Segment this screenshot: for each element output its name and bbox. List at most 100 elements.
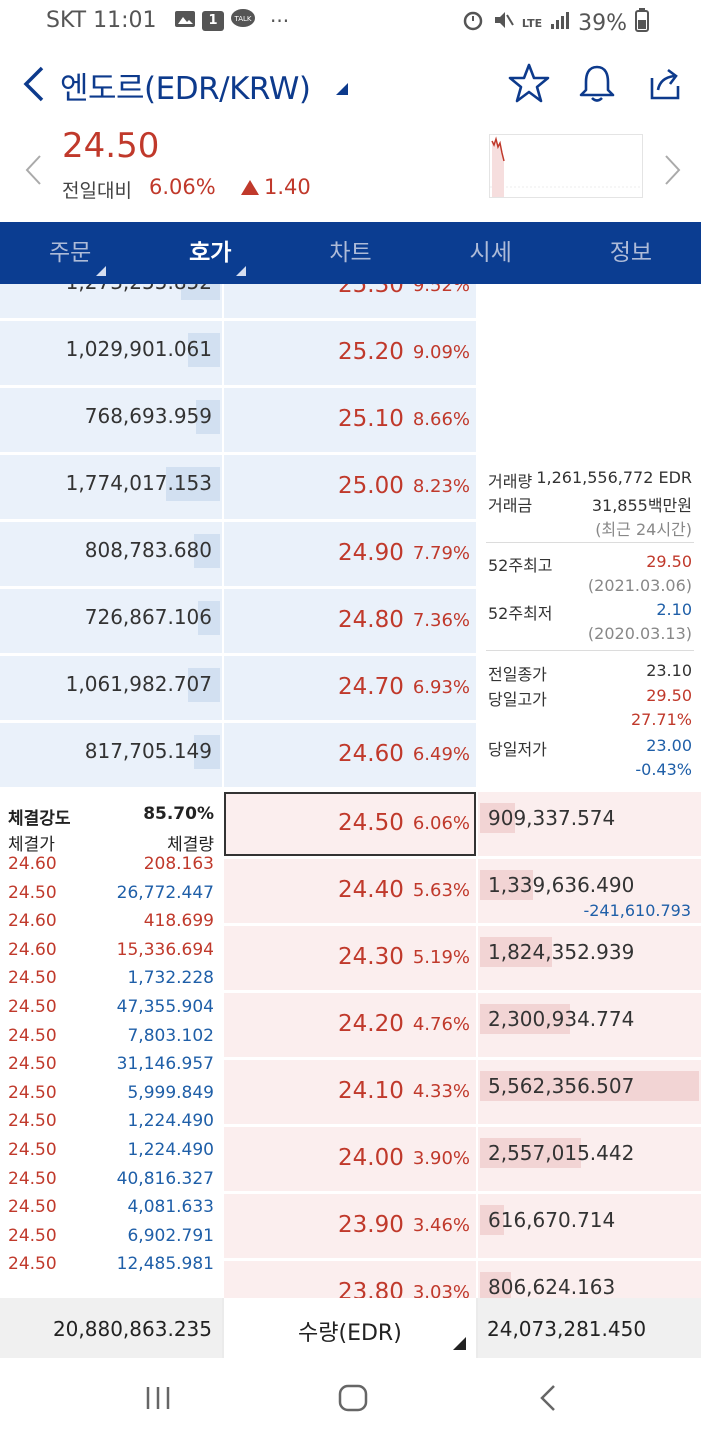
notification-badge-icon: 1 bbox=[202, 11, 224, 31]
back-icon[interactable] bbox=[18, 64, 50, 104]
bell-icon[interactable] bbox=[576, 62, 618, 104]
sell-price-cell[interactable]: 25.10 8.66% bbox=[224, 388, 476, 452]
tab-order[interactable]: 주문 bbox=[0, 222, 140, 284]
tab-orderbook[interactable]: 호가 bbox=[140, 222, 280, 284]
trade-row: 24.50 4,081.633 bbox=[0, 1197, 222, 1225]
buy-price-cell[interactable]: 24.10 4.33% bbox=[224, 1060, 476, 1124]
low52-value: 2.10 bbox=[656, 600, 692, 619]
tab-info[interactable]: 정보 bbox=[561, 222, 701, 284]
sell-order-row[interactable]: 768,693.959 25.10 8.66% bbox=[0, 388, 701, 452]
page-title[interactable]: 엔도르(EDR/KRW) bbox=[60, 71, 311, 107]
sell-price-cell[interactable]: 25.00 8.23% bbox=[224, 455, 476, 519]
next-coin-arrow-icon[interactable] bbox=[662, 150, 684, 190]
sell-price-cell[interactable]: 24.60 6.49% bbox=[224, 723, 476, 787]
buy-price-cell[interactable]: 23.80 3.03% bbox=[224, 1261, 476, 1298]
sell-order-row[interactable]: 808,783.680 24.90 7.79% bbox=[0, 522, 701, 586]
trade-qty: 7,803.102 bbox=[127, 1025, 214, 1046]
title-dropdown-caret-icon[interactable] bbox=[336, 83, 348, 95]
buy-qty-cell: 909,337.574 bbox=[478, 792, 701, 856]
buy-price-cell[interactable]: 23.90 3.46% bbox=[224, 1194, 476, 1258]
trade-price: 24.50 bbox=[8, 882, 57, 903]
trade-row: 24.50 31,146.957 bbox=[0, 1054, 222, 1082]
sell-order-row[interactable]: 726,867.106 24.80 7.36% bbox=[0, 589, 701, 653]
sell-order-row[interactable]: 817,705.149 24.60 6.49% bbox=[0, 723, 701, 787]
sell-price: 24.70 bbox=[338, 674, 404, 700]
buy-qty: 5,562,356.507 bbox=[488, 1074, 635, 1098]
trade-price: 24.50 bbox=[8, 968, 57, 989]
buy-price-cell[interactable]: 24.20 4.76% bbox=[224, 993, 476, 1057]
buy-depth-bar bbox=[480, 1004, 570, 1034]
buy-total: 24,073,281.450 bbox=[487, 1317, 647, 1341]
trade-row: 24.50 47,355.904 bbox=[0, 997, 222, 1025]
change-label: 전일대비 bbox=[62, 180, 132, 202]
mini-price-chart[interactable] bbox=[489, 134, 643, 198]
tab-order-caret-icon bbox=[96, 266, 107, 276]
buy-order-row[interactable]: 24.00 3.90% 2,557,015.442 bbox=[0, 1127, 701, 1191]
buy-order-row[interactable]: 24.40 5.63% 1,339,636.490 -241,610.793 bbox=[0, 859, 701, 923]
unit-toggle-button[interactable]: 수량(EDR) bbox=[224, 1298, 476, 1358]
trade-price: 24.50 bbox=[8, 997, 57, 1017]
buy-price: 24.50 bbox=[338, 810, 404, 836]
low52-label: 52주최저 bbox=[488, 604, 553, 623]
sell-order-row[interactable]: 1,273,255.852 25.30 9.52% bbox=[0, 284, 701, 318]
battery-level: 39% bbox=[578, 10, 627, 36]
sell-qty-cell: 808,783.680 bbox=[0, 522, 222, 586]
trade-qty: 1,224.490 bbox=[127, 1140, 214, 1160]
day-high-value: 29.50 bbox=[646, 686, 692, 705]
tab-info-label: 정보 bbox=[609, 240, 653, 266]
buy-order-row[interactable]: 23.80 3.03% 806,624.163 bbox=[0, 1261, 701, 1298]
sell-price: 24.80 bbox=[338, 607, 404, 633]
trade-qty: 1,224.490 bbox=[127, 1111, 214, 1132]
buy-depth-bar bbox=[480, 937, 552, 967]
divider bbox=[486, 650, 694, 651]
recent-apps-icon[interactable] bbox=[138, 1378, 178, 1418]
divider bbox=[486, 542, 694, 543]
tab-market[interactable]: 시세 bbox=[421, 222, 561, 284]
trade-price: 24.60 bbox=[8, 939, 57, 960]
favorite-star-icon[interactable] bbox=[508, 62, 550, 104]
sell-depth-bar bbox=[196, 400, 220, 434]
home-icon[interactable] bbox=[333, 1378, 373, 1418]
sell-total: 20,880,863.235 bbox=[52, 1317, 212, 1341]
current-price-cell[interactable]: 24.50 6.06% bbox=[224, 792, 476, 856]
sell-price-cell[interactable]: 24.90 7.79% bbox=[224, 522, 476, 586]
trade-price: 24.50 bbox=[8, 1025, 57, 1046]
sell-depth-bar bbox=[194, 534, 220, 568]
sell-order-row[interactable]: 1,774,017.153 25.00 8.23% bbox=[0, 455, 701, 519]
sell-qty: 1,273,255.852 bbox=[66, 284, 212, 294]
buy-price-cell[interactable]: 24.00 3.90% bbox=[224, 1127, 476, 1191]
buy-order-row[interactable]: 24.50 6.06% 909,337.574 bbox=[0, 792, 701, 856]
sell-depth-bar bbox=[194, 735, 220, 769]
sell-price-cell[interactable]: 24.70 6.93% bbox=[224, 656, 476, 720]
back-nav-icon[interactable] bbox=[530, 1378, 570, 1418]
buy-qty: 909,337.574 bbox=[488, 806, 616, 830]
recent-trades-panel: 체결강도 85.70% 체결가 체결량 24.60 208.163 24.50 26,… bbox=[0, 792, 222, 1298]
sell-order-row[interactable]: 1,061,982.707 24.70 6.93% bbox=[0, 656, 701, 720]
sell-order-row[interactable]: 1,029,901.061 25.20 9.09% bbox=[0, 321, 701, 385]
buy-depth-bar bbox=[480, 803, 515, 833]
sell-price-cell[interactable]: 24.80 7.36% bbox=[224, 589, 476, 653]
buy-price-cell[interactable]: 24.40 5.63% bbox=[224, 859, 476, 923]
tab-market-label: 시세 bbox=[469, 240, 512, 266]
high52-date: (2021.03.06) bbox=[587, 576, 692, 595]
buy-order-row[interactable]: 24.30 5.19% 1,824,352.939 bbox=[0, 926, 701, 990]
sell-price-pct: 6.49% bbox=[412, 744, 470, 765]
sell-price-cell[interactable]: 25.20 9.09% bbox=[224, 321, 476, 385]
buy-order-row[interactable]: 23.90 3.46% 616,670.714 bbox=[0, 1194, 701, 1258]
status-system-icons: LTE 39% bbox=[462, 8, 649, 38]
app-header: 엔도르(EDR/KRW) bbox=[0, 50, 701, 120]
tab-chart[interactable]: 차트 bbox=[280, 222, 420, 284]
buy-price-cell[interactable]: 24.30 5.19% bbox=[224, 926, 476, 990]
sell-qty: 1,061,982.707 bbox=[65, 672, 212, 696]
prev-coin-arrow-icon[interactable] bbox=[22, 150, 44, 190]
buy-order-row[interactable]: 24.10 4.33% 5,562,356.507 bbox=[0, 1060, 701, 1124]
lte-icon: LTE bbox=[521, 16, 543, 30]
buy-depth-bar bbox=[480, 1272, 511, 1298]
buy-depth-bar bbox=[480, 1138, 581, 1168]
buy-order-row[interactable]: 24.20 4.76% 2,300,934.774 bbox=[0, 993, 701, 1057]
sell-price-cell[interactable]: 25.30 9.52% bbox=[224, 284, 476, 318]
trade-qty-header: 체결량 bbox=[167, 835, 214, 855]
strength-label: 체결강도 bbox=[8, 809, 71, 829]
buy-qty-cell: 806,624.163 bbox=[478, 1261, 701, 1298]
share-icon[interactable] bbox=[644, 62, 686, 104]
